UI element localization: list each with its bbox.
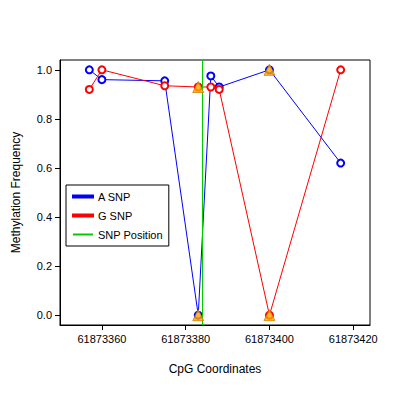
- svg-text:SNP Position: SNP Position: [98, 229, 163, 241]
- svg-text:0.0: 0.0: [37, 309, 52, 321]
- svg-text:61873420: 61873420: [329, 333, 378, 345]
- svg-text:G SNP: G SNP: [98, 210, 132, 222]
- svg-text:0.8: 0.8: [37, 113, 52, 125]
- svg-text:61873360: 61873360: [77, 333, 126, 345]
- svg-text:A SNP: A SNP: [98, 191, 130, 203]
- svg-text:CpG Coordinates: CpG Coordinates: [169, 362, 262, 376]
- svg-text:Methylation Frequency: Methylation Frequency: [9, 132, 23, 253]
- svg-text:1.0: 1.0: [37, 64, 52, 76]
- svg-text:0.4: 0.4: [37, 211, 52, 223]
- svg-text:0.6: 0.6: [37, 162, 52, 174]
- svg-text:0.2: 0.2: [37, 260, 52, 272]
- svg-text:61873380: 61873380: [161, 333, 210, 345]
- svg-text:61873400: 61873400: [245, 333, 294, 345]
